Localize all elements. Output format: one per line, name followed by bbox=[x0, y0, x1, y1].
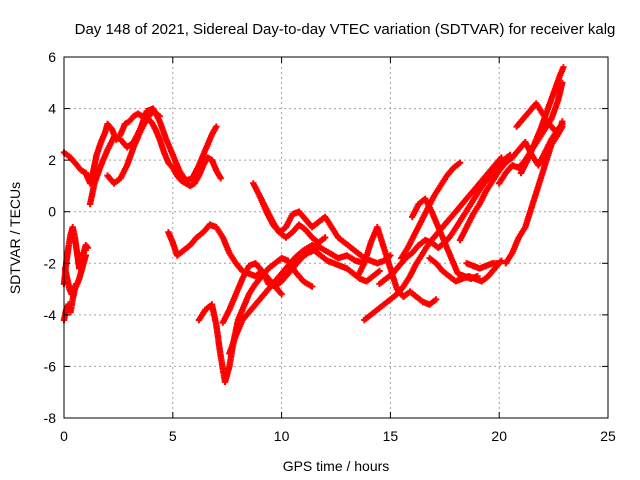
plus-markers bbox=[354, 224, 440, 308]
plus-markers bbox=[104, 108, 163, 187]
tick-labels: 0 5 10 15 20 25 -8 -6 -4 -2 0 2 4 6 bbox=[44, 49, 616, 444]
x-tick-label: 5 bbox=[169, 428, 177, 444]
data-marks bbox=[60, 64, 567, 386]
data-series bbox=[463, 260, 503, 272]
data-series bbox=[354, 224, 440, 308]
grid bbox=[64, 57, 608, 418]
y-tick-label: 0 bbox=[48, 204, 56, 220]
y-tick-label: 6 bbox=[48, 49, 56, 65]
plus-markers bbox=[226, 242, 368, 357]
plus-markers bbox=[61, 265, 77, 298]
plus-markers bbox=[256, 193, 329, 246]
plus-markers bbox=[456, 120, 566, 244]
data-series bbox=[104, 108, 163, 187]
y-tick-label: -8 bbox=[44, 410, 57, 426]
y-axis-label: SDTVAR / TECUs bbox=[7, 182, 23, 294]
plot-frame bbox=[63, 56, 609, 419]
data-series bbox=[398, 159, 464, 262]
chart-title: Day 148 of 2021, Sidereal Day-to-day VTE… bbox=[75, 21, 616, 38]
plus-markers bbox=[426, 254, 505, 285]
x-axis-label: GPS time / hours bbox=[283, 458, 390, 474]
plus-markers bbox=[165, 221, 285, 298]
data-series bbox=[165, 221, 285, 298]
data-series bbox=[456, 120, 566, 244]
data-series bbox=[86, 105, 220, 208]
y-tick-label: 2 bbox=[48, 152, 56, 168]
y-tick-label: -6 bbox=[44, 358, 57, 374]
data-series bbox=[256, 193, 329, 246]
x-tick-label: 10 bbox=[274, 428, 290, 444]
plus-markers bbox=[398, 159, 464, 262]
plus-markers bbox=[517, 64, 567, 177]
data-series bbox=[517, 64, 567, 177]
plus-markers bbox=[502, 123, 566, 267]
x-tick-label: 25 bbox=[600, 428, 616, 444]
y-tick-label: -2 bbox=[44, 255, 57, 271]
data-series bbox=[502, 123, 566, 267]
data-series bbox=[61, 265, 77, 298]
x-tick-label: 15 bbox=[383, 428, 399, 444]
x-tick-label: 0 bbox=[60, 428, 68, 444]
y-tick-label: -4 bbox=[44, 307, 57, 323]
plus-markers bbox=[463, 260, 503, 272]
x-tick-label: 20 bbox=[491, 428, 507, 444]
data-series bbox=[226, 242, 368, 357]
data-series bbox=[426, 254, 505, 285]
y-tick-label: 4 bbox=[48, 101, 56, 117]
plus-markers bbox=[86, 105, 220, 208]
